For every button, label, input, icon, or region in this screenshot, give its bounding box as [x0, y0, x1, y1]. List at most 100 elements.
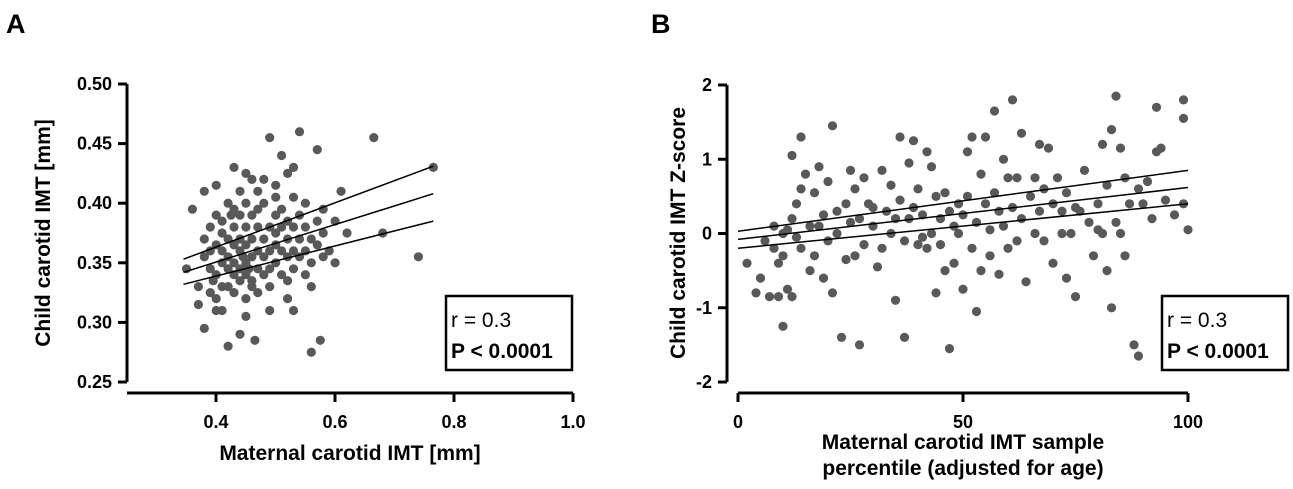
data-point [259, 234, 269, 244]
x-tick-marks [214, 393, 575, 402]
data-point [247, 252, 257, 262]
data-point [315, 335, 325, 345]
data-point [796, 132, 806, 142]
data-point [271, 192, 281, 202]
data-point [241, 294, 251, 304]
regression-lines [183, 165, 434, 286]
data-point [300, 270, 310, 280]
data-point [1048, 258, 1058, 268]
data-point [782, 284, 793, 294]
data-point [994, 206, 1004, 216]
data-point [306, 282, 316, 292]
data-point [796, 243, 806, 253]
data-point [994, 269, 1004, 279]
panel-letter: A [6, 9, 26, 39]
stats-box [444, 294, 574, 372]
data-point [205, 264, 215, 274]
data-point [841, 254, 851, 265]
data-point [1070, 292, 1081, 302]
data-point [809, 188, 820, 198]
data-point [223, 198, 233, 208]
data-point [877, 243, 887, 253]
data-point [787, 214, 797, 224]
stats-box [1160, 294, 1290, 372]
ci-upper-line [183, 165, 434, 260]
y-tick-label: 0.40 [77, 193, 112, 213]
data-point [288, 246, 299, 256]
data-point [827, 288, 838, 298]
data-point [229, 240, 239, 250]
data-point [211, 294, 221, 304]
data-point [294, 127, 305, 137]
data-point [985, 225, 995, 235]
data-point [1012, 236, 1022, 246]
r-value: r = 0.3 [451, 309, 511, 332]
data-point [917, 232, 928, 242]
data-point [859, 240, 869, 250]
data-point [318, 228, 328, 238]
data-point [1160, 195, 1171, 205]
p-value: P < 0.0001 [1167, 340, 1269, 363]
data-point [827, 121, 838, 131]
data-point [958, 284, 968, 294]
data-point [253, 204, 263, 214]
data-point [854, 214, 865, 224]
data-point [832, 228, 842, 239]
data-point [229, 258, 239, 268]
data-point [211, 210, 221, 220]
data-point [823, 176, 833, 187]
data-point [976, 266, 986, 276]
data-point [1115, 143, 1126, 153]
data-point [944, 344, 955, 354]
data-point [265, 282, 275, 292]
data-point [369, 133, 379, 143]
y-axis-title: Child carotid IMT [mm] [32, 119, 55, 347]
data-point [751, 288, 761, 298]
data-point [217, 228, 227, 238]
x-tick-label: 0.4 [203, 412, 228, 432]
data-point [796, 184, 806, 194]
data-point [895, 195, 905, 205]
data-point [1088, 251, 1099, 261]
data-point [1016, 214, 1027, 224]
data-point [778, 321, 788, 331]
data-point [899, 332, 910, 342]
data-point [854, 340, 865, 350]
data-point [760, 236, 770, 246]
data-point [306, 347, 316, 357]
data-point [1169, 210, 1180, 220]
data-point [1097, 228, 1108, 239]
x-tick-label: 0.6 [322, 412, 347, 432]
data-point [1156, 143, 1166, 153]
ci-upper-line [737, 169, 1189, 233]
data-point [773, 258, 784, 268]
data-point [428, 162, 438, 172]
data-point [1003, 243, 1013, 253]
data-point [769, 243, 779, 253]
r-value: r = 0.3 [1167, 309, 1227, 332]
data-point [259, 174, 269, 184]
data-point [253, 186, 263, 196]
data-point [271, 228, 281, 238]
data-point [241, 222, 251, 232]
data-point [229, 288, 239, 298]
data-point [217, 305, 227, 316]
data-point [809, 251, 820, 261]
data-point [1030, 228, 1040, 239]
data-point [413, 252, 423, 262]
data-point [1052, 173, 1063, 183]
data-point [1021, 277, 1031, 287]
data-point [235, 210, 245, 220]
data-point [944, 206, 955, 216]
data-point [217, 216, 227, 226]
data-point [971, 306, 982, 317]
data-point [890, 295, 901, 305]
data-point [980, 132, 991, 142]
data-point [288, 192, 299, 202]
data-point [922, 243, 932, 253]
data-point [787, 292, 797, 302]
data-point [1093, 199, 1103, 209]
data-point [1129, 340, 1139, 350]
y-tick-label: 0.45 [77, 134, 112, 154]
